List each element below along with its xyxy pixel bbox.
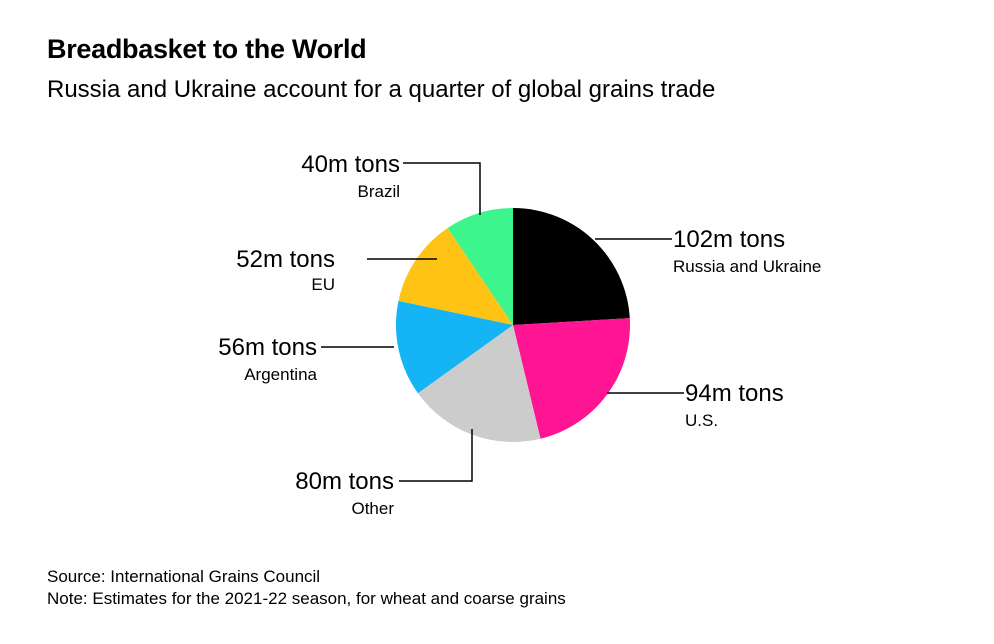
category-label-u-s: U.S.: [685, 411, 718, 430]
category-label-argentina: Argentina: [244, 365, 317, 384]
chart-title: Breadbasket to the World: [47, 34, 367, 64]
pie-slice-eu: [398, 227, 513, 325]
chart-footer: Source: International Grains Council Not…: [47, 566, 566, 610]
category-label-brazil: Brazil: [357, 182, 400, 201]
value-label-argentina: 56m tons: [218, 334, 317, 361]
leader-line-other: [399, 429, 473, 482]
pie-slice-u-s: [513, 318, 630, 439]
category-label-russia-and-ukraine: Russia and Ukraine: [673, 257, 821, 276]
pie-slice-russia-and-ukraine: [513, 208, 630, 325]
category-label-other: Other: [351, 499, 394, 518]
value-label-other: 80m tons: [295, 468, 394, 495]
pie-slice-other: [417, 325, 541, 443]
pie-slices: [396, 208, 630, 443]
pie-slice-argentina: [396, 300, 513, 394]
source-note: Source: International Grains Council: [47, 567, 321, 586]
value-label-brazil: 40m tons: [301, 151, 400, 178]
value-label-eu: 52m tons: [236, 246, 335, 273]
value-label-russia-and-ukraine: 102m tons: [673, 226, 785, 253]
pie-labels: 102m tons Russia and Ukraine 94m tons U.S. 8…: [218, 151, 821, 518]
leader-line-brazil: [403, 162, 481, 215]
pie-slice-brazil: [447, 208, 513, 325]
value-label-u-s: 94m tons: [685, 380, 784, 407]
data-note: Note: Estimates for the 2021-22 season, …: [47, 589, 566, 608]
category-label-eu: EU: [311, 275, 335, 294]
chart-subtitle: Russia and Ukraine account for a quarter…: [47, 76, 716, 103]
